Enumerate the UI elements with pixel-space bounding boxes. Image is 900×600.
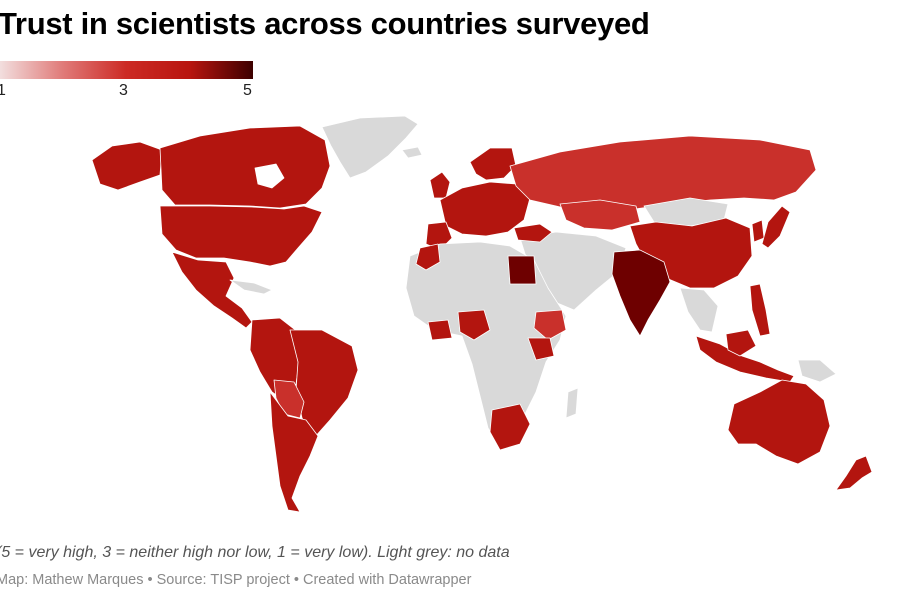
region-kazakhstan[interactable] [559, 199, 641, 231]
region-kenya[interactable] [527, 337, 555, 361]
region-borneo[interactable] [725, 329, 757, 357]
region-uk-ireland[interactable] [429, 171, 451, 199]
map-title: Trust in scientists across countries sur… [0, 6, 650, 41]
region-ethiopia[interactable] [533, 309, 567, 341]
color-legend: 1 3 5 [0, 61, 254, 101]
legend-gradient-bar [0, 61, 253, 79]
region-russia[interactable] [509, 135, 817, 215]
region-argentina-chile[interactable] [269, 391, 319, 513]
region-scandinavia[interactable] [469, 147, 517, 181]
region-morocco[interactable] [415, 243, 441, 271]
region-west-africa[interactable] [427, 319, 453, 341]
region-new-zealand[interactable] [835, 455, 873, 491]
region-madagascar[interactable] [565, 387, 579, 419]
region-brazil[interactable] [289, 329, 359, 439]
region-caribbean[interactable] [229, 279, 273, 295]
region-egypt[interactable] [507, 255, 537, 285]
region-turkey[interactable] [513, 223, 553, 243]
region-alaska[interactable] [91, 141, 163, 191]
region-se-asia[interactable] [679, 287, 719, 333]
region-usa[interactable] [159, 205, 323, 267]
region-hudson-bay [254, 163, 285, 189]
world-map [91, 115, 873, 513]
region-australia[interactable] [727, 379, 831, 465]
region-nigeria[interactable] [457, 309, 491, 341]
region-india[interactable] [611, 249, 671, 337]
legend-label-max: 5 [243, 82, 252, 99]
region-japan[interactable] [761, 205, 791, 249]
region-europe[interactable] [439, 181, 531, 237]
region-canada[interactable] [159, 125, 331, 209]
region-iceland[interactable] [401, 146, 423, 159]
region-mexico[interactable] [171, 251, 253, 329]
region-greenland[interactable] [321, 115, 419, 179]
scale-note: (5 = very high, 3 = neither high nor low… [0, 544, 510, 561]
legend-label-mid: 3 [119, 82, 128, 99]
region-korea[interactable] [751, 219, 765, 243]
region-south-africa[interactable] [489, 403, 531, 451]
source-credit: Map: Mathew Marques • Source: TISP proje… [0, 572, 472, 588]
legend-label-min: 1 [0, 82, 6, 99]
region-new-guinea[interactable] [797, 359, 837, 383]
region-philippines[interactable] [749, 283, 771, 337]
